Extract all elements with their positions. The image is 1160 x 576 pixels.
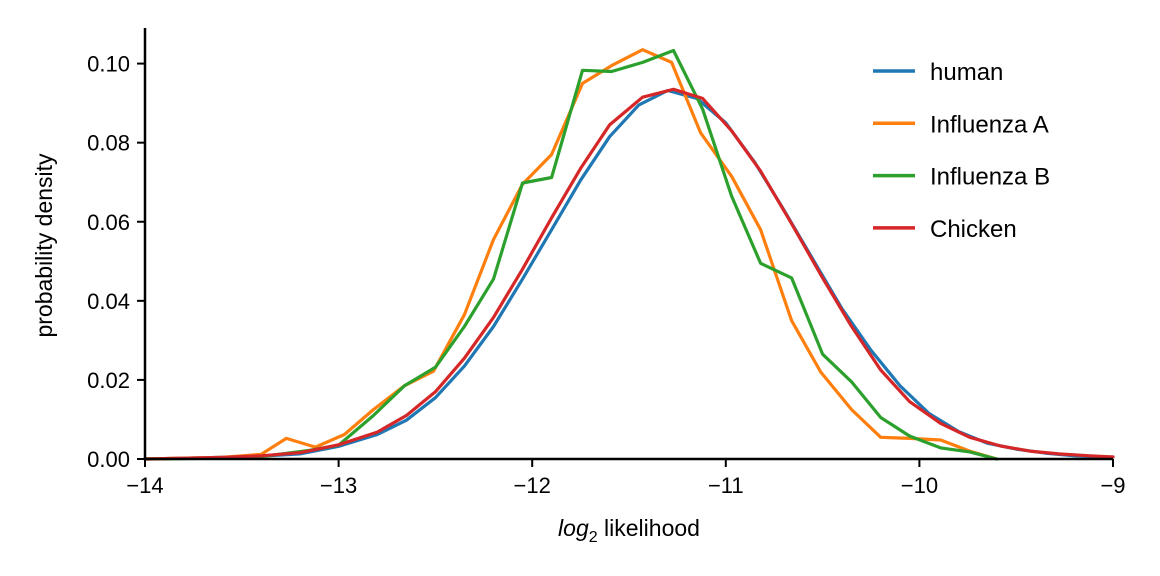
y-tick-label: 0.10 <box>87 52 130 77</box>
axes <box>143 28 1113 461</box>
y-tick-label: 0.06 <box>87 210 130 235</box>
x-tick-label: −13 <box>320 473 357 498</box>
plot-lines <box>143 48 1115 461</box>
y-axis-label: probability density <box>31 153 57 338</box>
x-tick-label: −9 <box>1100 473 1125 498</box>
x-axis-label: log2 likelihood <box>558 515 700 546</box>
series-line-chicken <box>143 87 1115 461</box>
x-ticks: −14 −13 −12 −11 −10 −9 <box>126 459 1126 498</box>
x-axis-label-subscript: 2 <box>589 529 598 546</box>
x-tick-label: −10 <box>901 473 938 498</box>
x-axis-label-log: log <box>558 515 589 541</box>
x-tick-label: −11 <box>708 473 744 498</box>
x-axis-label-rest: likelihood <box>598 515 700 541</box>
y-tick-label: 0.04 <box>87 289 130 314</box>
legend-label-human: human <box>930 59 1003 86</box>
series-line-influenza-b <box>143 48 999 461</box>
legend-label-influenza-a: Influenza A <box>930 111 1049 138</box>
y-tick-label: 0.08 <box>87 131 130 156</box>
legend: human Influenza A Influenza B Chicken <box>873 59 1050 243</box>
y-ticks: 0.00 0.02 0.04 0.06 0.08 0.10 <box>87 52 145 472</box>
legend-label-chicken: Chicken <box>930 216 1017 243</box>
legend-label-influenza-b: Influenza B <box>930 164 1050 191</box>
series-line-influenza-a <box>143 48 999 461</box>
x-tick-label: −12 <box>514 473 551 498</box>
y-tick-label: 0.02 <box>87 368 130 393</box>
series-line-human <box>143 88 1115 461</box>
y-tick-label: 0.00 <box>87 447 130 472</box>
x-tick-label: −14 <box>126 473 163 498</box>
